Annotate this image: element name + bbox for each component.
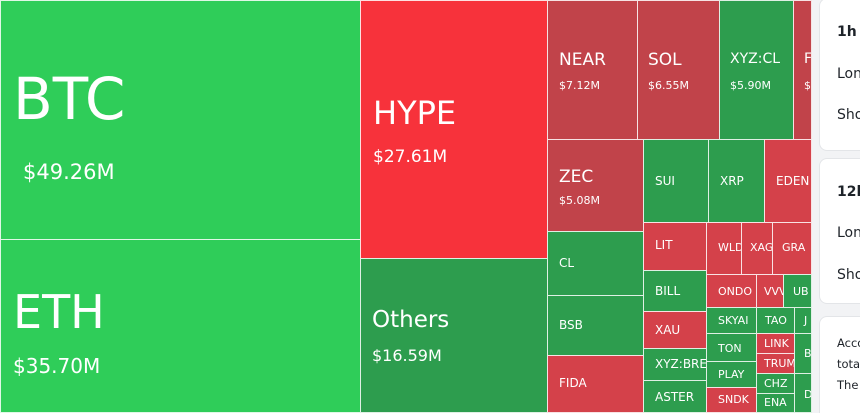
tile-tao[interactable]: TAO	[756, 307, 795, 334]
tile-value: $27.61M	[373, 147, 448, 167]
tile-symbol: J	[804, 314, 808, 327]
tile-ondo[interactable]: ONDO	[706, 274, 757, 308]
tile-symbol: UB	[793, 285, 809, 298]
tile-play[interactable]: PLAY	[706, 361, 757, 388]
tile-value: $5.08M	[559, 194, 600, 207]
tile-symbol: XRP	[720, 174, 744, 188]
tile-ena[interactable]: ENA	[756, 393, 795, 413]
tile-value: $49.26M	[23, 160, 115, 184]
tile-fida[interactable]: FIDA	[547, 355, 644, 413]
tile-symbol: GRA	[782, 241, 806, 254]
short-label: Short	[837, 107, 860, 123]
tile-b[interactable]: B	[794, 333, 812, 374]
liquidation-side-panel: 1h Long Short 12h Long Short Account tot…	[812, 0, 860, 413]
tile-j[interactable]: J	[794, 307, 812, 334]
tile-symbol: LINK	[764, 337, 789, 350]
tile-eden[interactable]: EDEN	[764, 139, 812, 223]
tile-symbol: PLAY	[718, 368, 745, 381]
timeframe-label: 12h	[837, 184, 860, 200]
tile-value: $35.70M	[13, 354, 101, 378]
tile-near[interactable]: NEAR $7.12M	[547, 0, 638, 140]
tile-d[interactable]: D	[794, 373, 812, 413]
tile-symbol: SUI	[655, 174, 675, 188]
tile-others[interactable]: Others $16.59M	[360, 258, 548, 413]
tile-xau[interactable]: XAU	[643, 311, 707, 349]
tile-sndk[interactable]: SNDK	[706, 387, 757, 413]
tile-btc[interactable]: BTC $49.26M	[0, 0, 361, 240]
tile-symbol: SKYAI	[718, 314, 749, 327]
tile-symbol: SOL	[648, 50, 682, 70]
tile-skyai[interactable]: SKYAI	[706, 307, 757, 334]
tile-symbol: FIDA	[559, 376, 587, 390]
tile-symbol: XAG	[750, 241, 773, 254]
tile-symbol: F	[804, 51, 812, 67]
tile-symbol: BTC	[13, 65, 126, 133]
tile-bsb[interactable]: BSB	[547, 295, 644, 356]
tile-bill[interactable]: BILL	[643, 270, 707, 312]
info-line-2: total	[837, 357, 860, 371]
tile-value: $16.59M	[372, 346, 442, 365]
tile-symbol: CHZ	[764, 377, 788, 390]
tile-symbol: HYPE	[373, 94, 457, 132]
tile-lit[interactable]: LIT	[643, 222, 707, 271]
tile-f[interactable]: F $	[793, 0, 812, 140]
tile-sol[interactable]: SOL $6.55M	[637, 0, 720, 140]
tile-symbol: TAO	[765, 314, 787, 327]
stats-card-1h[interactable]: 1h Long Short	[819, 0, 860, 151]
tile-xyz-cl[interactable]: XYZ:CL $5.90M	[719, 0, 794, 140]
tile-chz[interactable]: CHZ	[756, 373, 795, 394]
tile-wld[interactable]: WLD	[706, 222, 742, 275]
tile-symbol: XAU	[655, 323, 681, 337]
tile-symbol: XYZ:BRENTOIL	[655, 357, 707, 371]
tile-ton[interactable]: TON	[706, 333, 757, 362]
tile-symbol: D	[804, 388, 812, 401]
tile-value: $	[804, 79, 811, 92]
tile-gra[interactable]: GRA	[772, 222, 812, 275]
timeframe-label: 1h	[837, 24, 857, 40]
tile-symbol: ASTER	[655, 390, 695, 404]
tile-cl[interactable]: CL	[547, 231, 644, 296]
tile-symbol: WLD	[718, 241, 742, 254]
tile-symbol: LIT	[655, 238, 673, 252]
tile-vvv[interactable]: VVV	[756, 274, 784, 308]
tile-symbol: BSB	[559, 318, 583, 332]
info-line-3: The	[837, 378, 859, 392]
tile-hype[interactable]: HYPE $27.61M	[360, 0, 548, 259]
tile-symbol: ETH	[13, 285, 105, 339]
long-label: Long	[837, 225, 860, 241]
tile-symbol: BILL	[655, 284, 681, 298]
liquidation-treemap: BTC $49.26M ETH $35.70M HYPE $27.61M Oth…	[0, 0, 812, 413]
tile-symbol: ZEC	[559, 167, 594, 187]
tile-link[interactable]: LINK	[756, 333, 795, 354]
tile-symbol: ONDO	[718, 285, 753, 298]
info-line-1: Account	[837, 336, 860, 350]
tile-xyz-brentoil[interactable]: XYZ:BRENTOIL	[643, 348, 707, 381]
tile-symbol: CL	[559, 256, 575, 270]
tile-value: $7.12M	[559, 79, 600, 92]
tile-aster[interactable]: ASTER	[643, 380, 707, 413]
tile-symbol: SNDK	[718, 393, 749, 406]
tile-symbol: NEAR	[559, 50, 606, 70]
tile-ub[interactable]: UB	[783, 274, 812, 308]
long-label: Long	[837, 66, 860, 82]
tile-symbol: B	[804, 347, 812, 360]
tile-eth[interactable]: ETH $35.70M	[0, 239, 361, 413]
tile-symbol: TON	[718, 342, 742, 355]
tile-symbol: TRUMP	[764, 357, 795, 370]
tile-zec[interactable]: ZEC $5.08M	[547, 139, 644, 232]
short-label: Short	[837, 267, 860, 283]
info-card: Account total The	[819, 316, 860, 413]
tile-sui[interactable]: SUI	[643, 139, 709, 223]
tile-symbol: Others	[372, 307, 450, 333]
tile-xrp[interactable]: XRP	[708, 139, 765, 223]
tile-value: $6.55M	[648, 79, 689, 92]
tile-symbol: ENA	[764, 396, 787, 409]
tile-xag[interactable]: XAG	[741, 222, 773, 275]
tile-trump[interactable]: TRUMP	[756, 353, 795, 374]
tile-symbol: XYZ:CL	[730, 51, 781, 67]
tile-symbol: EDEN	[776, 174, 810, 188]
stats-card-12h[interactable]: 12h Long Short	[819, 158, 860, 304]
tile-symbol: VVV	[764, 285, 783, 298]
tile-value: $5.90M	[730, 79, 771, 92]
